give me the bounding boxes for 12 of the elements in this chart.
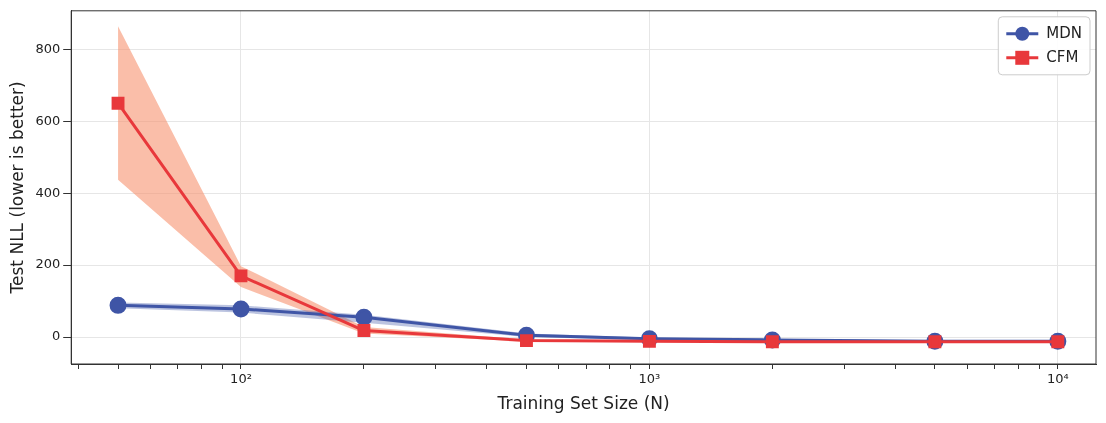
y-tick-label: 600 xyxy=(35,112,61,128)
x-tick-label: 10⁴ xyxy=(1046,371,1069,387)
x-tick-label: 10² xyxy=(230,371,252,387)
y-tick-label: 200 xyxy=(35,256,61,272)
x-axis-title: Training Set Size (N) xyxy=(496,393,670,414)
legend-label: MDN xyxy=(1046,23,1083,42)
y-tick-label: 0 xyxy=(51,328,61,344)
x-tick-label: 10³ xyxy=(638,371,661,387)
y-tick-label: 800 xyxy=(35,40,61,56)
y-axis-title: Test NLL (lower is better) xyxy=(6,81,27,295)
legend-label: CFM xyxy=(1046,47,1079,66)
y-tick-label: 400 xyxy=(35,184,61,200)
